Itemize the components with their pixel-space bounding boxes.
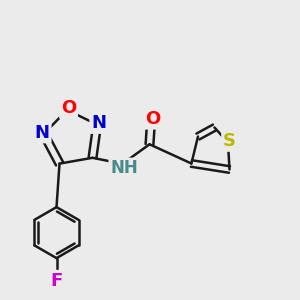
Text: O: O [145,110,160,128]
Text: S: S [223,132,236,150]
Text: N: N [91,114,106,132]
Text: O: O [61,99,76,117]
Text: NH: NH [110,159,138,177]
Text: N: N [35,124,50,142]
Text: F: F [50,272,63,290]
